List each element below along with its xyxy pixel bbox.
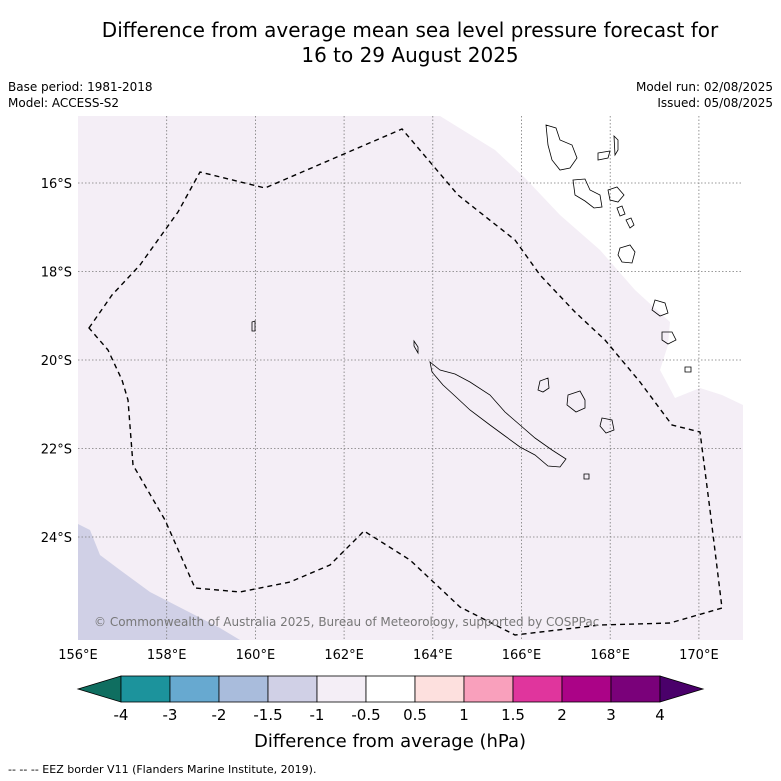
colorbar-tick-label: -1.5: [253, 706, 282, 724]
anomaly-region-lower: [78, 524, 240, 640]
eez-footnote: -- -- -- EEZ border V11 (Flanders Marine…: [8, 763, 317, 776]
colorbar-tick-label: 1.5: [501, 706, 525, 724]
lon-label: 170°E: [679, 648, 719, 663]
island-chesterfield: [251, 320, 256, 332]
colorbar-segment: [463, 675, 514, 703]
colorbar-tick-labels: -4 -3 -2 -1.5 -1 -0.5 0.5 1 1.5 2 3 4: [114, 706, 665, 724]
title-line-1: Difference from average mean sea level p…: [101, 18, 719, 42]
colorbar-tick-label: -2: [212, 706, 227, 724]
lat-label: 18°S: [41, 266, 72, 281]
island-ouvea: [537, 377, 550, 393]
lat-label: 20°S: [41, 354, 72, 369]
colorbar-segment: [414, 675, 465, 703]
colorbar-tick-label: -0.5: [351, 706, 380, 724]
title-line-2: 16 to 29 August 2025: [301, 43, 519, 67]
lon-label: 164°E: [413, 648, 453, 663]
issued-date: Issued: 05/08/2025: [657, 96, 773, 110]
new-caledonia-coastline: [429, 361, 567, 468]
lat-label: 22°S: [41, 443, 72, 458]
colorbar-segment: [218, 675, 269, 703]
lat-label: 24°S: [41, 531, 72, 546]
colorbar-tick-label: 4: [655, 706, 665, 724]
lon-label: 162°E: [324, 648, 364, 663]
colorbar-segment: [316, 675, 367, 703]
island-pines: [583, 473, 590, 480]
island-belep: [413, 339, 419, 355]
colorbar-label: Difference from average (hPa): [254, 731, 526, 752]
colorbar-tick-label: 0.5: [403, 706, 427, 724]
colorbar-segment: [365, 675, 416, 703]
gridlines: [78, 116, 743, 640]
colorbar-tick-label: -4: [114, 706, 129, 724]
model-name: Model: ACCESS-S2: [8, 96, 120, 110]
island-lifou: [566, 390, 586, 413]
lon-label: 160°E: [236, 648, 276, 663]
colorbar-segment: [120, 675, 171, 703]
lon-label: 156°E: [58, 648, 98, 663]
colorbar-segment: [267, 675, 318, 703]
meta-left: Base period: 1981-2018 Model: ACCESS-S2: [8, 79, 153, 111]
colorbar-tick-label: 2: [557, 706, 567, 724]
island-mare: [599, 417, 615, 434]
copyright-notice: © Commonwealth of Australia 2025, Bureau…: [94, 615, 599, 629]
meta-right: Model run: 02/08/2025 Issued: 05/08/2025: [636, 79, 773, 111]
vanuatu-coastlines: [545, 124, 692, 373]
lon-label: 158°E: [147, 648, 187, 663]
longitude-labels: 156°E 158°E 160°E 162°E 164°E 166°E 168°E 170°E: [58, 648, 718, 663]
colorbar-segment: [169, 675, 220, 703]
colorbar-extension-high: [659, 675, 705, 703]
colorbar-extension-low: [76, 675, 122, 703]
colorbar-segment: [610, 675, 661, 703]
colorbar-tick-label: 1: [459, 706, 469, 724]
anomaly-region-light: [78, 116, 743, 640]
map-title: Difference from average mean sea level p…: [40, 18, 780, 68]
colorbar-tick-label: 3: [606, 706, 616, 724]
eez-border: [88, 128, 723, 636]
colorbar: [76, 675, 705, 703]
colorbar-tick-label: -1: [310, 706, 325, 724]
latitude-labels: 16°S 18°S 20°S 22°S 24°S: [41, 177, 72, 546]
lon-label: 166°E: [502, 648, 542, 663]
colorbar-segment: [512, 675, 563, 703]
colorbar-tick-label: -3: [163, 706, 178, 724]
base-period: Base period: 1981-2018: [8, 80, 153, 94]
lat-label: 16°S: [41, 177, 72, 192]
model-run: Model run: 02/08/2025: [635, 80, 773, 94]
colorbar-segment: [561, 675, 612, 703]
lon-label: 168°E: [590, 648, 630, 663]
